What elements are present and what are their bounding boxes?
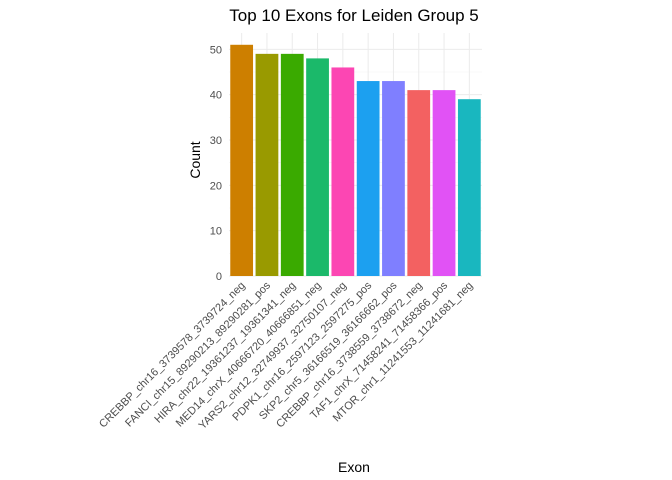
y-tick-label: 40 <box>210 90 222 102</box>
bar <box>280 53 304 276</box>
bar <box>230 44 254 277</box>
y-tick-label: 30 <box>210 135 222 147</box>
bar <box>457 99 481 276</box>
y-tick-label: 10 <box>210 226 222 238</box>
bar <box>407 90 431 276</box>
chart-title: Top 10 Exons for Leiden Group 5 <box>229 6 479 25</box>
y-tick-label: 50 <box>210 44 222 56</box>
y-axis-ticks: 0 10 20 30 40 50 <box>210 44 222 283</box>
bar <box>356 81 380 276</box>
y-tick-label: 20 <box>210 180 222 192</box>
bars <box>230 44 481 277</box>
bar <box>331 67 355 276</box>
x-axis-title: Exon <box>338 459 370 475</box>
y-tick-label: 0 <box>216 271 222 283</box>
bar <box>255 53 279 276</box>
x-axis-ticks: CREBBP_chr16_3739578_3739724_negFANCI_ch… <box>97 279 475 432</box>
y-axis-title: Count <box>187 141 203 178</box>
bar <box>306 58 329 276</box>
bar <box>382 81 405 276</box>
bar <box>432 90 456 276</box>
